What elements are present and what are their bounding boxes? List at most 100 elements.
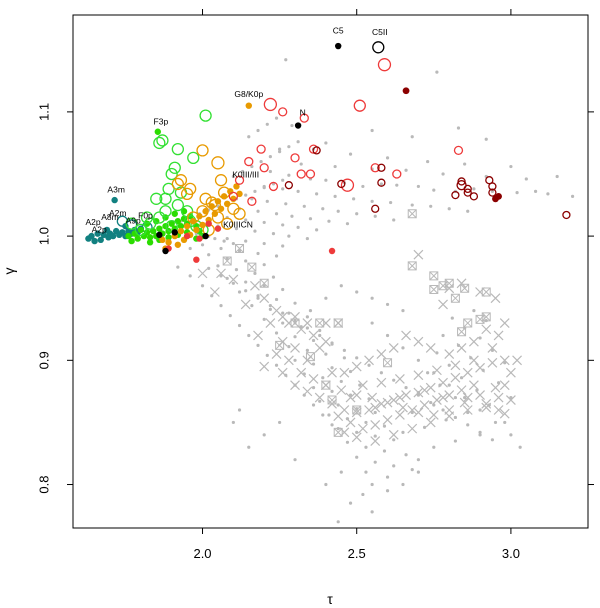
gray-dots-point <box>503 361 507 365</box>
gray-cross-point <box>490 293 501 304</box>
gray-dots-point <box>355 455 359 459</box>
gray-boxcross-point <box>315 318 325 328</box>
gray-dots-point <box>373 410 377 415</box>
gray-boxcross-point <box>352 405 362 415</box>
gray-cross-point <box>413 249 424 260</box>
darkred-circle-point <box>463 188 472 197</box>
x-tick-label: 2.0 <box>193 546 211 561</box>
black-circle-point <box>372 41 385 54</box>
gray-dots-point <box>281 244 285 248</box>
gray-boxcross-point <box>450 293 460 303</box>
orange-dot-point <box>233 183 240 190</box>
gray-cross-point <box>407 423 418 434</box>
series-black-dot <box>156 42 342 255</box>
gray-dots-point <box>219 274 223 278</box>
series-orange-circle <box>171 144 246 237</box>
gray-dots-point <box>370 510 374 514</box>
orange-dot-point <box>159 236 166 244</box>
gray-dots-point <box>336 520 340 524</box>
green-circle-point <box>165 167 178 181</box>
gray-dots-point <box>308 309 313 313</box>
gray-dots-point <box>447 363 451 367</box>
gray-dots-point <box>490 189 495 193</box>
gray-cross-point <box>283 355 294 366</box>
gray-dots-point <box>281 223 285 227</box>
annotation-label: A9p <box>126 216 141 226</box>
teal-dot-point <box>97 236 104 244</box>
green-dot-point <box>162 222 169 230</box>
green-circle-point <box>168 161 181 174</box>
gray-dots-point <box>287 345 291 349</box>
gray-cross-point <box>327 367 337 378</box>
gray-dots-point <box>348 393 353 397</box>
gray-dots-point <box>244 259 248 263</box>
gray-cross-point <box>308 374 319 384</box>
gray-dots-point <box>450 316 454 320</box>
gray-cross-point <box>370 419 381 430</box>
red-circle-point <box>353 99 366 112</box>
green-dot-point <box>154 128 162 135</box>
gray-dots-point <box>207 253 211 257</box>
orange-circle-point <box>196 205 209 218</box>
red-dot-point <box>205 220 212 227</box>
red-circle-point <box>370 163 380 173</box>
orange-circle-point <box>199 192 212 205</box>
green-dot-point <box>156 225 163 232</box>
gray-cross-point <box>357 423 368 434</box>
gray-cross-point <box>197 268 208 279</box>
green-dot-point <box>165 234 172 241</box>
gray-dots-point <box>222 239 226 243</box>
annotation-label: K0IIICN <box>223 219 253 229</box>
gray-dots-point <box>361 184 365 189</box>
darkred-circle-point <box>562 210 571 220</box>
gray-cross-point <box>456 385 467 396</box>
gray-dots-point <box>370 128 374 133</box>
gray-dots-point <box>256 296 260 300</box>
gray-boxcross-point <box>481 287 491 297</box>
red-circle-point <box>278 107 288 117</box>
gray-dots-point <box>287 311 291 315</box>
gray-cross-point <box>253 330 263 341</box>
gray-dots-point <box>281 178 285 182</box>
gray-dots-point <box>244 218 248 222</box>
gray-cross-point <box>388 429 399 440</box>
gray-boxcross-point <box>383 358 393 368</box>
gray-dots-point <box>330 341 334 345</box>
gray-dots-point <box>404 168 408 172</box>
gray-cross-point <box>499 318 510 328</box>
gray-dots-point <box>364 470 368 474</box>
gray-cross-point <box>401 330 411 341</box>
gray-dots-point <box>339 284 343 288</box>
gray-cross-point <box>475 362 485 373</box>
gray-cross-point <box>339 367 350 378</box>
gray-dots-point <box>293 358 297 362</box>
gray-cross-point <box>413 336 424 347</box>
gray-dots-point <box>274 254 279 258</box>
red-circle-point <box>299 113 309 123</box>
gray-dots-point <box>237 408 242 412</box>
gray-dots-point <box>370 199 374 203</box>
gray-cross-point <box>425 417 436 428</box>
gray-dots-point <box>213 236 217 241</box>
gray-cross-point <box>351 432 362 443</box>
teal-dot-point <box>109 232 117 240</box>
gray-dots-point <box>318 333 322 338</box>
red-circle-point <box>290 153 300 163</box>
green-circle-point <box>187 151 200 164</box>
gray-dots-point <box>308 217 313 221</box>
gray-dots-point <box>422 425 427 429</box>
gray-cross-point <box>499 355 510 366</box>
gray-dots-point <box>404 386 408 390</box>
orange-circle-point <box>208 198 222 212</box>
red-circle-point <box>234 175 245 185</box>
darkred-circle-point <box>284 181 294 190</box>
gray-dots-point <box>234 227 239 231</box>
gray-cross-point <box>462 405 473 415</box>
gray-dots-point <box>509 433 513 437</box>
gray-dots-point <box>247 445 251 449</box>
annotation-label: A8m <box>101 212 118 222</box>
orange-circle-point <box>205 196 218 209</box>
gray-dots-point <box>315 228 319 232</box>
gray-cross-point <box>250 280 260 291</box>
gray-boxcross-point <box>222 256 232 266</box>
